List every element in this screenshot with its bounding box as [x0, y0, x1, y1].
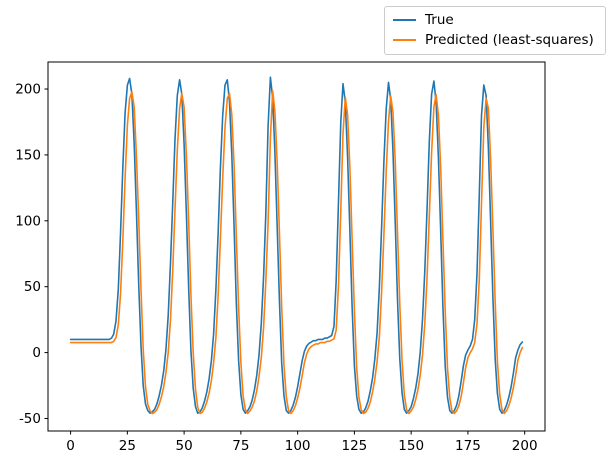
- legend: True Predicted (least-squares): [384, 6, 606, 55]
- y-tick-label: 200: [15, 82, 41, 98]
- x-tick-label: 175: [455, 438, 481, 454]
- x-tick-label: 150: [398, 438, 424, 454]
- x-tick-label: 125: [342, 438, 368, 454]
- axes-frame: [47, 61, 546, 432]
- x-tick-label: 25: [119, 438, 136, 454]
- x-tick-label: 75: [232, 438, 249, 454]
- legend-line-sample-true-icon: [393, 18, 416, 22]
- y-tick-label: 0: [32, 345, 41, 361]
- legend-item-true: True: [393, 12, 597, 28]
- y-tick-label: -50: [19, 411, 41, 427]
- legend-label-true: True: [425, 12, 454, 28]
- x-tick-label: 0: [66, 438, 75, 454]
- y-tick-label: 150: [15, 147, 41, 163]
- y-tick-label: 100: [15, 213, 41, 229]
- y-tick-label: 50: [24, 279, 41, 295]
- x-tick-label: 200: [512, 438, 538, 454]
- legend-item-predicted: Predicted (least-squares): [393, 32, 597, 48]
- x-tick-label: 50: [176, 438, 193, 454]
- series-line-true: [69, 76, 524, 415]
- legend-label-predicted: Predicted (least-squares): [425, 32, 594, 48]
- legend-line-sample-predicted-icon: [393, 38, 416, 42]
- series-line-predicted: [69, 90, 524, 415]
- x-tick-label: 100: [285, 438, 311, 454]
